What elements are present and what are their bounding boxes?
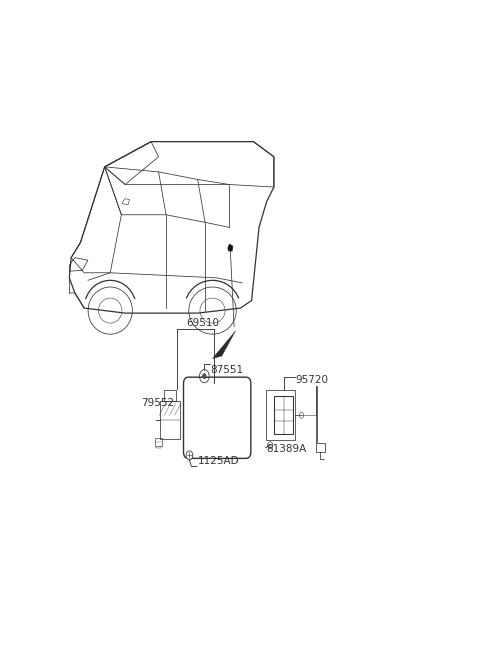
Text: 79552: 79552 (141, 398, 174, 408)
Polygon shape (228, 244, 233, 251)
Circle shape (267, 441, 273, 449)
Text: 95720: 95720 (296, 375, 329, 384)
Text: 87551: 87551 (211, 365, 244, 375)
Polygon shape (213, 331, 236, 358)
Text: 69510: 69510 (187, 318, 220, 328)
Circle shape (186, 451, 193, 460)
Text: 1125AD: 1125AD (198, 456, 239, 466)
Text: 81389A: 81389A (266, 444, 307, 455)
Circle shape (203, 373, 206, 379)
